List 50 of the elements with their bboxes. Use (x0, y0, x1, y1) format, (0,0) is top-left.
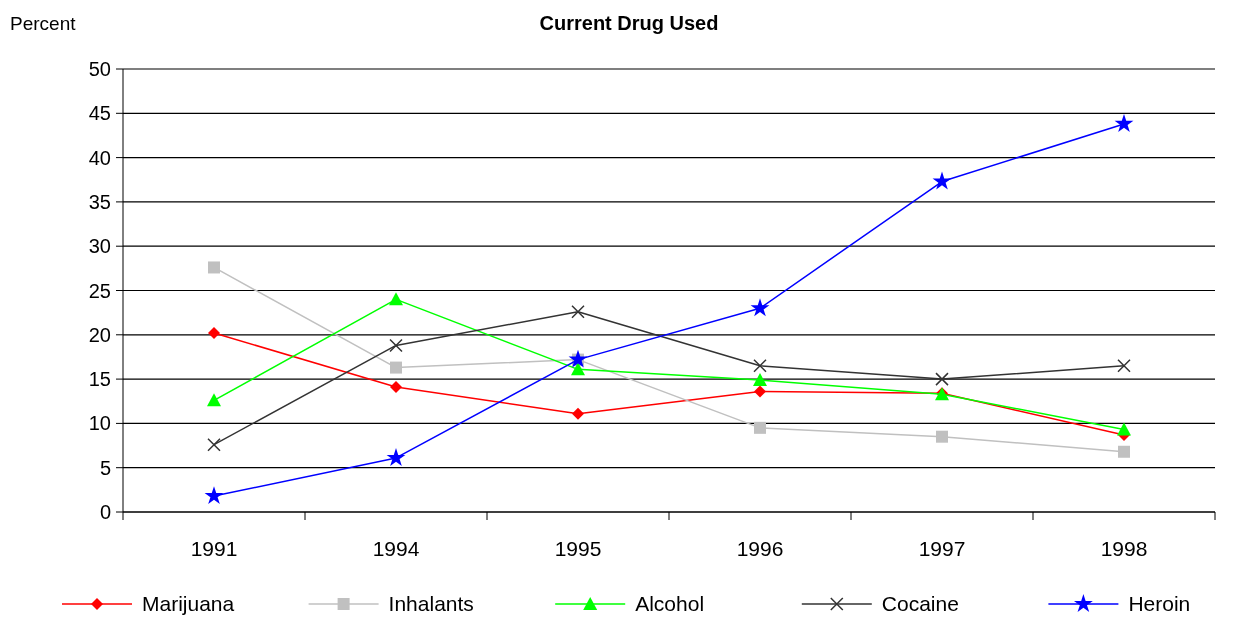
point (571, 362, 585, 376)
point (207, 437, 221, 452)
x-tick-label: 1998 (1100, 537, 1148, 560)
point (386, 448, 406, 466)
y-tick-label: 15 (88, 368, 111, 391)
point (754, 385, 766, 398)
point (753, 372, 767, 386)
x-tick-label: 1991 (190, 537, 238, 560)
point (572, 407, 584, 420)
point (390, 381, 402, 394)
point (1118, 445, 1130, 458)
y-tick-label: 35 (88, 190, 111, 213)
point (207, 393, 221, 407)
point (389, 338, 403, 353)
x-tick-label: 1996 (736, 537, 784, 560)
point (389, 292, 403, 306)
x-tick-label: 1994 (372, 537, 420, 560)
chart-title: Current Drug Used (539, 12, 719, 34)
y-tick-label: 30 (88, 235, 111, 258)
x-tick-label: 1995 (554, 537, 602, 560)
y-tick-label: 45 (88, 102, 111, 125)
point (208, 261, 220, 274)
point (750, 298, 770, 317)
point (936, 430, 948, 443)
point (1117, 422, 1131, 436)
y-tick-label: 25 (88, 279, 111, 302)
y-tick-label: 50 (88, 58, 111, 80)
legend-label: Marijuana (142, 592, 235, 616)
point (571, 305, 585, 319)
y-tick-label: 5 (99, 456, 111, 479)
point (935, 372, 949, 386)
point (753, 359, 767, 373)
point (568, 349, 588, 368)
point (390, 361, 402, 374)
y-tick-label: 40 (88, 146, 111, 169)
point (204, 486, 224, 505)
y-tick-label: 20 (88, 323, 111, 346)
x-tick-label: 1997 (918, 537, 966, 560)
point (754, 421, 766, 434)
y-axis-title: Percent (10, 13, 77, 34)
point (1117, 359, 1131, 373)
legend-label: Inhalants (388, 592, 474, 616)
point (1114, 114, 1134, 132)
point (932, 171, 952, 190)
y-tick-label: 10 (88, 412, 111, 435)
legend-label: Alcohol (635, 592, 705, 616)
y-tick-label: 0 (99, 501, 111, 523)
legend-label: Heroin (1128, 592, 1191, 616)
point (208, 327, 220, 340)
legend-label: Cocaine (881, 592, 959, 616)
